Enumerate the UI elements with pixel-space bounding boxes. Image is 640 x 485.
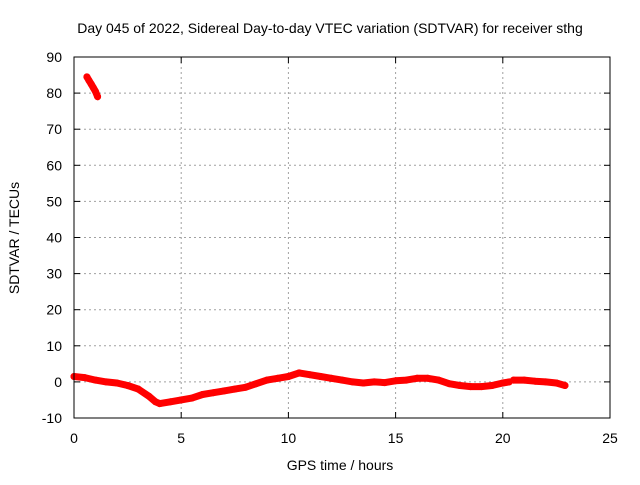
data-point [561,382,569,389]
data-point [242,383,249,391]
y-tick-label: 90 [46,49,62,65]
data-point [499,379,507,387]
data-point [381,379,389,387]
y-axis-ticks: -10 0 10 20 30 40 50 60 70 80 90 [42,49,610,426]
data-point [167,398,174,406]
y-tick-label: 20 [46,302,62,318]
y-tick-label: 10 [46,338,62,354]
data-point [531,377,539,385]
data-point [113,379,121,387]
y-axis-label: SDTVAR / TECUs [6,182,22,294]
data-point [359,379,367,387]
y-tick-label: 70 [46,121,62,137]
data-point [477,383,485,391]
data-point [231,385,239,393]
data-point [338,376,346,384]
x-tick-label: 10 [281,430,297,446]
data-point [124,382,132,389]
data-point [488,382,496,389]
data-point [209,389,217,397]
data-point [199,391,207,398]
data-point [542,378,550,386]
data-point [520,376,528,384]
data-point [306,371,314,379]
y-tick-label: 60 [46,157,62,173]
x-tick-label: 5 [177,430,185,446]
y-tick-label: 30 [46,266,62,282]
data-point [467,383,475,391]
series-sdtvar [70,73,569,408]
data-point [392,377,400,385]
x-tick-label: 25 [602,430,618,446]
y-tick-label: 50 [46,193,62,209]
data-point [349,378,357,386]
grid [74,57,610,418]
x-tick-label: 0 [70,430,78,446]
data-point [220,387,228,395]
data-point [552,379,560,387]
y-tick-label: 40 [46,230,62,246]
data-point [177,396,185,404]
data-point [156,400,164,408]
data-point [91,376,99,384]
data-point [252,380,260,388]
data-point [370,378,378,386]
data-point [456,382,464,389]
data-point [188,394,196,402]
data-point [445,380,453,388]
x-tick-label: 15 [388,430,404,446]
y-tick-label: -10 [42,410,62,426]
x-tick-label: 20 [495,430,511,446]
data-point [295,369,303,377]
data-point [284,373,292,380]
data-point [81,374,89,382]
data-point [413,374,421,382]
data-point [91,87,99,95]
x-axis-label: GPS time / hours [287,457,394,473]
data-point [145,392,153,400]
data-point [510,376,517,384]
data-point [402,376,410,384]
data-point [327,374,335,382]
data-point [435,376,442,384]
y-tick-label: 0 [54,374,62,390]
data-point [94,93,102,101]
data-point [102,378,110,386]
y-tick-label: 80 [46,85,62,101]
x-axis-ticks: 0 5 10 15 20 25 [70,57,618,446]
chart-title: Day 045 of 2022, Sidereal Day-to-day VTE… [77,20,583,36]
data-point [317,373,325,380]
data-series [70,73,569,408]
data-point [424,374,432,382]
data-point [274,374,282,382]
data-point [263,376,271,384]
data-point [134,385,142,393]
